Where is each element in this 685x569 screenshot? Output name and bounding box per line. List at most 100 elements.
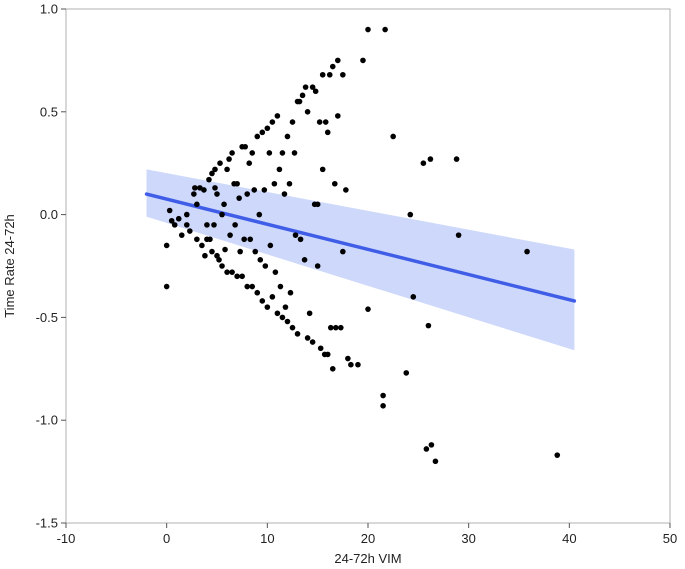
data-point bbox=[259, 298, 266, 304]
data-point bbox=[365, 306, 371, 312]
data-point bbox=[229, 269, 235, 275]
data-point bbox=[287, 289, 294, 296]
data-point bbox=[297, 236, 304, 243]
data-point bbox=[316, 119, 323, 125]
data-point bbox=[217, 160, 223, 166]
data-point bbox=[262, 263, 269, 269]
data-point bbox=[407, 211, 414, 218]
data-point bbox=[171, 222, 178, 228]
data-point bbox=[292, 232, 299, 238]
data-point bbox=[222, 246, 228, 253]
data-point bbox=[335, 57, 341, 64]
data-point bbox=[329, 63, 336, 70]
confidence-band-area bbox=[146, 169, 575, 351]
data-point bbox=[269, 119, 276, 125]
x-tick-label: 0 bbox=[163, 531, 170, 546]
y-tick-label: 0.0 bbox=[40, 207, 58, 222]
data-point bbox=[335, 113, 341, 119]
data-point bbox=[168, 217, 175, 224]
x-tick-label: 50 bbox=[663, 531, 677, 546]
data-point bbox=[211, 222, 217, 228]
data-point bbox=[254, 289, 261, 296]
data-point bbox=[382, 26, 388, 33]
data-point bbox=[324, 129, 331, 136]
data-point bbox=[340, 248, 346, 255]
data-point bbox=[306, 310, 313, 317]
data-point bbox=[247, 236, 254, 243]
data-point bbox=[264, 304, 271, 310]
data-point bbox=[360, 57, 366, 64]
data-point bbox=[209, 170, 215, 177]
data-point bbox=[425, 322, 432, 329]
data-point bbox=[274, 310, 281, 317]
data-point bbox=[254, 133, 261, 140]
data-point bbox=[309, 84, 316, 90]
data-point bbox=[291, 150, 298, 156]
data-point bbox=[289, 324, 296, 331]
data-point bbox=[338, 324, 344, 331]
data-point bbox=[194, 201, 200, 208]
data-point bbox=[355, 361, 361, 368]
data-point bbox=[252, 248, 259, 255]
data-point bbox=[277, 283, 284, 290]
data-point bbox=[420, 160, 427, 166]
data-point bbox=[272, 269, 279, 275]
data-point bbox=[251, 187, 258, 193]
data-point bbox=[455, 232, 462, 238]
data-point bbox=[326, 71, 333, 78]
data-point bbox=[175, 215, 182, 222]
y-tick-label: 1.0 bbox=[40, 2, 58, 17]
data-point bbox=[279, 150, 286, 156]
data-point bbox=[163, 283, 170, 290]
data-point bbox=[284, 133, 291, 140]
x-tick-label: 40 bbox=[562, 531, 576, 546]
x-axis-ticks: -10 0 10 20 30 40 50 bbox=[57, 523, 677, 546]
data-point bbox=[191, 191, 197, 197]
data-point bbox=[201, 187, 207, 193]
y-axis-ticks: 1.0 0.5 0.0 -0.5 -1.0 -1.5 bbox=[36, 2, 66, 531]
data-point bbox=[274, 113, 281, 119]
data-point bbox=[340, 71, 346, 78]
data-point bbox=[234, 180, 240, 187]
data-point bbox=[202, 252, 208, 259]
data-point bbox=[309, 339, 316, 345]
data-point bbox=[289, 119, 296, 125]
data-point bbox=[314, 201, 321, 208]
data-point bbox=[332, 324, 339, 331]
data-point bbox=[304, 335, 311, 341]
data-point bbox=[302, 84, 309, 90]
data-point bbox=[296, 98, 303, 105]
data-point bbox=[236, 195, 242, 201]
x-axis-title: 24-72h VIM bbox=[334, 551, 401, 566]
data-point bbox=[264, 125, 271, 132]
data-point bbox=[380, 403, 386, 409]
data-point bbox=[184, 211, 190, 218]
data-point bbox=[204, 222, 210, 228]
data-point bbox=[212, 166, 218, 173]
y-axis-title: Time Rate 24-72h bbox=[2, 214, 17, 318]
data-point bbox=[244, 191, 250, 197]
data-point bbox=[234, 273, 240, 280]
data-point bbox=[226, 156, 232, 162]
data-point bbox=[271, 180, 278, 187]
data-point bbox=[249, 150, 256, 156]
data-point bbox=[207, 236, 213, 243]
data-point bbox=[239, 273, 245, 280]
y-tick-label: -1.5 bbox=[36, 516, 58, 531]
data-point bbox=[219, 211, 225, 218]
data-point bbox=[244, 283, 250, 290]
scatter-points bbox=[163, 26, 561, 465]
x-tick-label: 20 bbox=[361, 531, 375, 546]
data-point bbox=[216, 257, 222, 263]
data-point bbox=[166, 207, 173, 214]
regression-line bbox=[144, 192, 577, 303]
data-point bbox=[266, 150, 273, 156]
data-point bbox=[410, 294, 417, 300]
data-point bbox=[257, 257, 264, 263]
data-point bbox=[317, 345, 324, 352]
data-point bbox=[282, 304, 289, 310]
data-point bbox=[453, 156, 460, 162]
data-point bbox=[237, 248, 243, 255]
y-tick-label: -1.0 bbox=[36, 413, 58, 428]
